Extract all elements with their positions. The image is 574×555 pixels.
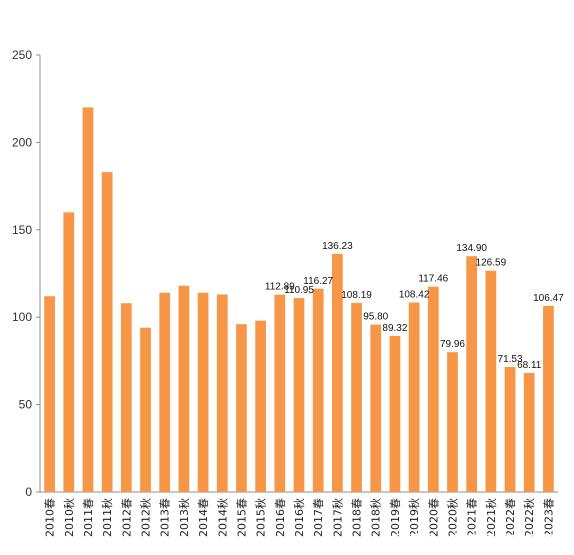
bar — [427, 286, 439, 492]
watermark: 搜狐号@名侦探柯南阿阿 — [390, 532, 555, 550]
y-tick-label: 0 — [25, 485, 32, 499]
x-tick-label: 2021秋 — [484, 498, 498, 537]
data-label: 95.80 — [363, 312, 388, 323]
bar — [504, 366, 516, 492]
data-label: 106.47 — [533, 293, 564, 304]
data-label: 108.42 — [399, 289, 430, 300]
x-tick-label: 2011秋 — [100, 498, 114, 537]
x-tick-label: 2020秋 — [445, 498, 459, 537]
data-label: 117.46 — [418, 274, 448, 285]
x-tick-label: 2017春 — [312, 498, 325, 537]
x-tick-label: 2021春 — [466, 498, 479, 537]
x-tick-label: 2019春 — [389, 498, 402, 537]
bar — [120, 303, 132, 492]
bar — [159, 292, 171, 492]
data-label: 126.59 — [476, 258, 507, 269]
x-tick-label: 2016秋 — [292, 498, 306, 537]
bar — [351, 302, 362, 492]
x-tick-label: 2016春 — [274, 498, 287, 537]
bar — [408, 302, 420, 492]
x-axis-tick-labels: 2010春 2010秋 2011春 2011秋 2012春 2012秋 2013春 2013秋… — [44, 498, 556, 537]
data-label: 112.89 — [265, 282, 295, 293]
y-tick-label: 100 — [12, 310, 32, 324]
bar — [523, 372, 535, 492]
data-label: 110.95 — [284, 285, 314, 296]
y-tick-label: 250 — [12, 48, 32, 62]
y-tick-label: 200 — [12, 135, 32, 149]
y-tick-label: 150 — [12, 223, 32, 237]
x-tick-label: 2010秋 — [62, 498, 76, 537]
bar — [140, 327, 151, 492]
x-tick-label: 2011春 — [82, 498, 95, 537]
bar — [197, 292, 209, 492]
x-tick-label: 2022春 — [504, 498, 517, 537]
bar — [331, 253, 343, 492]
data-label: 136.23 — [322, 241, 353, 252]
bar — [101, 172, 113, 492]
y-tick-label: 50 — [19, 398, 33, 412]
x-tick-label: 2013春 — [159, 498, 172, 537]
x-tick-label: 2012秋 — [139, 498, 153, 537]
x-tick-label: 2017秋 — [330, 498, 344, 537]
bar — [82, 107, 94, 492]
bar — [44, 296, 55, 492]
x-tick-label: 2018秋 — [369, 498, 383, 537]
x-tick-label: 2023春 — [542, 498, 555, 537]
bar — [389, 335, 401, 492]
bar — [312, 288, 324, 492]
x-tick-label: 2019秋 — [407, 498, 421, 537]
x-tick-label: 2015春 — [235, 498, 248, 537]
bars — [44, 107, 554, 492]
data-label: 116.27 — [303, 276, 333, 287]
x-tick-label: 2020春 — [427, 498, 440, 537]
bar — [255, 320, 267, 492]
bar — [178, 285, 190, 492]
bar — [485, 270, 497, 492]
bar — [447, 352, 458, 492]
bar — [466, 256, 478, 492]
data-label: 68.11 — [517, 360, 542, 371]
bar — [63, 212, 75, 492]
data-label: 134.90 — [456, 243, 487, 254]
bar — [370, 324, 382, 492]
data-label: 108.19 — [341, 290, 372, 301]
bar — [274, 294, 286, 492]
x-tick-label: 2010春 — [44, 498, 57, 537]
x-tick-label: 2013秋 — [177, 498, 191, 537]
x-tick-label: 2015秋 — [254, 498, 268, 537]
x-tick-label: 2012春 — [120, 498, 133, 537]
bar — [543, 305, 554, 492]
x-tick-label: 2014春 — [197, 498, 210, 537]
x-tick-label: 2018春 — [351, 498, 364, 537]
bar — [216, 294, 228, 492]
x-tick-label: 2014秋 — [215, 498, 229, 537]
x-tick-label: 2022秋 — [522, 498, 536, 537]
data-label: 71.53 — [498, 354, 523, 365]
bar — [236, 324, 247, 492]
data-label: 79.96 — [440, 339, 465, 350]
bar — [293, 298, 305, 492]
data-label: 89.32 — [382, 323, 407, 334]
